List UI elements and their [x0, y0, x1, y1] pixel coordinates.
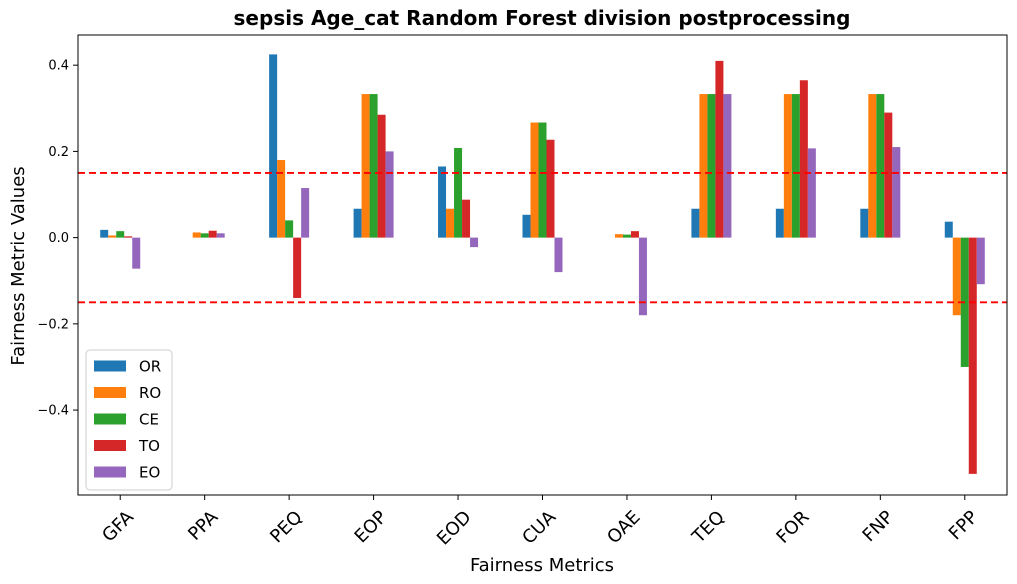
y-tick-label: 0.4 — [48, 59, 69, 74]
bar-or-fpp — [944, 221, 953, 238]
bar-eo-eod — [470, 237, 479, 248]
legend-swatch-ro — [94, 387, 126, 398]
bar-to-gfa — [124, 236, 133, 238]
bar-or-for — [775, 208, 784, 238]
x-tick-label-oae: OAE — [603, 507, 644, 548]
bar-eo-ppa — [216, 233, 225, 238]
bar-to-eop — [377, 114, 386, 238]
x-axis-label: Fairness Metrics — [470, 555, 614, 576]
x-tick-label-fnp: FNP — [859, 507, 898, 546]
bar-or-eod — [438, 166, 447, 238]
reference-lines — [78, 172, 1007, 304]
legend-label-or: OR — [139, 358, 161, 376]
bar-eo-teq — [723, 94, 732, 238]
x-tick-label-gfa: GFA — [98, 506, 138, 546]
x-tick-label-for: FOR — [772, 507, 813, 548]
bar-ro-fnp — [868, 94, 877, 238]
bar-eo-peq — [301, 188, 310, 238]
bar-or-cua — [522, 214, 531, 238]
bar-ce-teq — [707, 94, 716, 238]
bar-ro-cua — [530, 122, 539, 238]
y-tick-label: 0.0 — [48, 231, 69, 246]
bar-ce-eop — [369, 94, 378, 238]
x-tick-label-eop: EOP — [351, 507, 392, 548]
bar-to-ppa — [208, 230, 217, 238]
y-tick-label: −0.4 — [37, 404, 69, 419]
x-tick-label-eod: EOD — [433, 507, 476, 550]
x-tick-label-teq: TEQ — [688, 507, 729, 548]
legend-swatch-to — [94, 440, 126, 451]
bar-eo-cua — [554, 237, 563, 273]
bar-ro-fpp — [952, 237, 961, 316]
chart-title: sepsis Age_cat Random Forest division po… — [234, 6, 851, 30]
bar-eo-fnp — [892, 147, 901, 238]
bar-to-fpp — [968, 237, 977, 474]
bar-ro-peq — [277, 160, 286, 238]
bar-eo-for — [807, 148, 816, 238]
x-tick-label-cua: CUA — [518, 506, 560, 548]
bar-to-peq — [293, 237, 302, 298]
bar-ro-ppa — [192, 232, 201, 238]
legend-label-ro: RO — [139, 384, 161, 402]
bar-eo-fpp — [976, 237, 985, 285]
bar-ce-for — [791, 94, 800, 238]
bar-to-eod — [462, 199, 471, 238]
bar-to-for — [799, 80, 808, 238]
bar-ro-teq — [699, 94, 708, 238]
bar-or-eop — [353, 208, 362, 238]
bar-or-peq — [269, 54, 278, 238]
y-tick-label: −0.2 — [37, 317, 69, 332]
bar-eo-eop — [385, 151, 394, 238]
bar-eo-oae — [638, 237, 647, 316]
bar-ce-ppa — [200, 233, 209, 238]
x-tick-label-peq: PEQ — [266, 507, 307, 548]
y-axis-label: Fairness Metric Values — [8, 166, 29, 365]
legend-label-eo: EO — [139, 464, 160, 482]
bar-ro-gfa — [108, 235, 117, 238]
x-tick-label-fpp: FPP — [945, 507, 983, 545]
plot-area-frame — [77, 34, 1008, 496]
bar-ro-eod — [446, 208, 455, 238]
x-axis: GFA PPA PEQ EOP EOD CUA OAE TEQ FOR FNP FPP — [98, 495, 982, 549]
bar-or-teq — [691, 208, 700, 238]
bar-to-cua — [546, 139, 555, 238]
bar-ce-fnp — [876, 94, 885, 238]
bar-ro-oae — [614, 234, 623, 238]
bar-to-teq — [715, 60, 724, 238]
bar-to-fnp — [884, 112, 893, 238]
bar-to-oae — [630, 231, 639, 238]
bar-ro-for — [783, 94, 792, 238]
legend: OR RO CE TO EO — [85, 349, 173, 491]
y-tick-label: 0.2 — [48, 145, 69, 160]
bar-ce-peq — [285, 220, 294, 238]
legend-swatch-or — [94, 360, 126, 372]
bar-ce-cua — [538, 122, 547, 238]
bars-layer — [100, 54, 985, 474]
legend-box — [85, 349, 173, 491]
bar-ce-eod — [454, 147, 463, 238]
bar-ce-gfa — [116, 231, 125, 238]
bar-or-fnp — [860, 208, 869, 238]
bar-eo-gfa — [132, 237, 141, 269]
y-axis: −0.4 −0.2 0.0 0.2 0.4 — [37, 59, 78, 419]
legend-label-ce: CE — [139, 411, 159, 429]
bar-or-gfa — [100, 229, 109, 238]
x-tick-label-ppa: PPA — [184, 506, 223, 545]
legend-swatch-eo — [94, 466, 126, 478]
bar-ce-oae — [622, 234, 631, 238]
legend-swatch-ce — [94, 413, 126, 425]
legend-label-to: TO — [138, 437, 160, 455]
bar-ro-eop — [361, 94, 370, 238]
